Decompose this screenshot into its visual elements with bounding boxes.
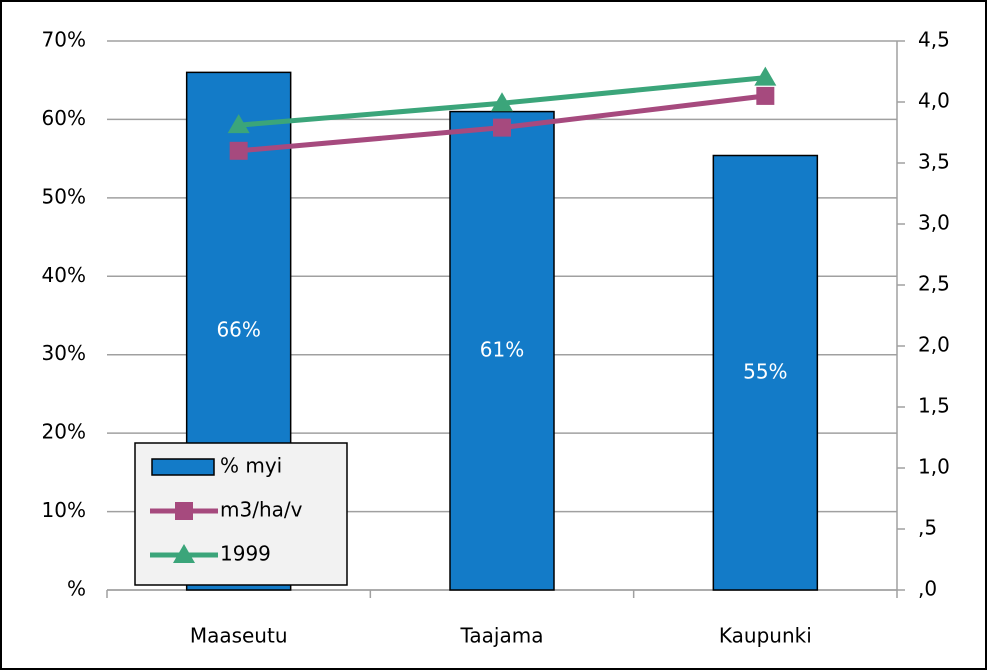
y-tick-label: 40%: [42, 263, 86, 287]
y-tick-label: 10%: [42, 498, 86, 522]
x-tick-label: Maaseutu: [190, 624, 288, 648]
data-label: 61%: [480, 337, 524, 361]
y2-tick-label: 1,0: [918, 455, 950, 479]
y-tick-label: 30%: [42, 341, 86, 365]
legend-label: % myi: [220, 454, 282, 478]
data-label: 55%: [743, 359, 787, 383]
legend-label: m3/ha/v: [220, 498, 303, 522]
marker: [756, 86, 775, 105]
legend-label: 1999: [220, 542, 271, 566]
bar: [712, 154, 819, 591]
y2-tick-label: 2,0: [918, 333, 950, 357]
y2-tick-label: 1,5: [918, 394, 950, 418]
y-tick-label: 60%: [42, 106, 86, 130]
y2-tick-label: 3,0: [918, 211, 950, 235]
y-tick-label: 20%: [42, 420, 86, 444]
y2-tick-label: ,0: [918, 577, 937, 601]
legend-marker: [175, 502, 193, 520]
marker: [229, 141, 248, 160]
y2-tick-label: ,5: [918, 516, 937, 540]
y-tick-label: %: [67, 577, 86, 601]
y2-tick-label: 3,5: [918, 150, 950, 174]
bar: [449, 110, 555, 591]
legend-marker: [173, 544, 195, 563]
y2-tick-label: 4,5: [918, 28, 950, 52]
y2-tick-label: 2,5: [918, 272, 950, 296]
marker: [754, 66, 777, 86]
marker: [493, 118, 511, 137]
x-tick-label: Taajama: [460, 624, 544, 648]
data-label: 66%: [216, 318, 260, 342]
y-tick-label: 50%: [42, 184, 86, 208]
y2-tick-label: 4,0: [918, 89, 950, 113]
marker: [227, 114, 250, 134]
y-tick-label: 70%: [42, 28, 86, 52]
marker: [491, 92, 513, 112]
x-tick-label: Kaupunki: [719, 624, 812, 648]
legend-swatch: [151, 458, 215, 476]
